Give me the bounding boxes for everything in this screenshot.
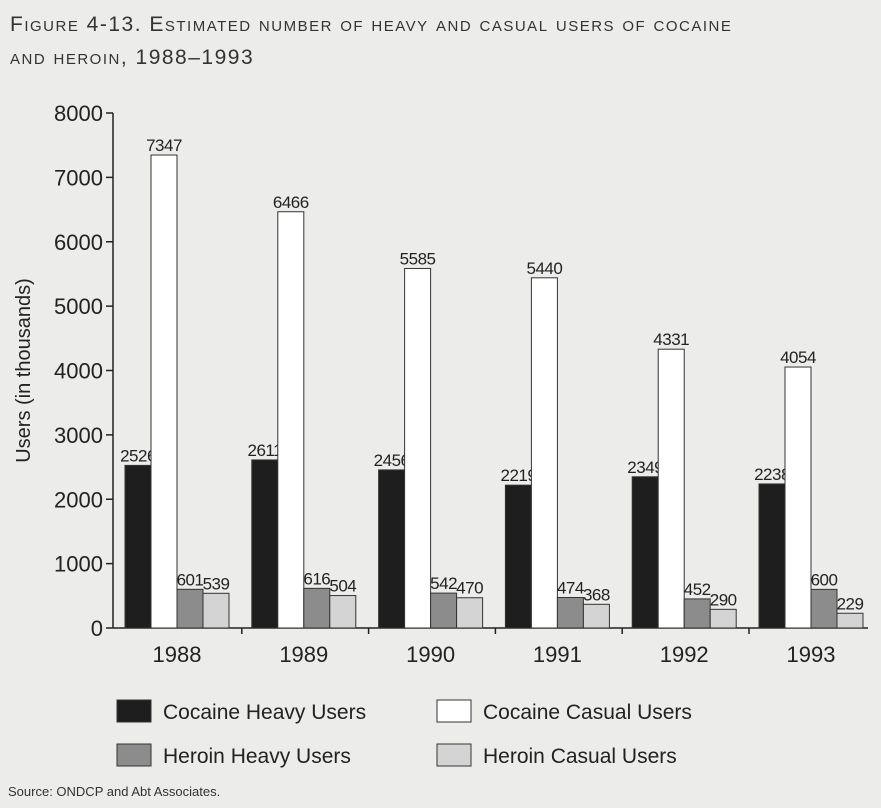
y-tick-label: 8000 [54, 101, 103, 126]
bar-cocaine-casual-users [657, 348, 685, 629]
bar-cocaine-casual-users [530, 277, 558, 629]
data-label: 2349 [627, 458, 663, 477]
y-axis-label: Users (in thousands) [13, 278, 35, 463]
bar-cocaine-heavy-users [504, 484, 532, 629]
bar-cocaine-heavy-users [758, 483, 786, 629]
data-label: 504 [329, 577, 356, 596]
legend-swatch [116, 699, 152, 723]
data-label: 539 [203, 574, 230, 593]
x-tick-label: 1990 [406, 642, 455, 667]
bar-heroin-heavy-users [556, 596, 584, 629]
data-label: 2611 [248, 441, 283, 460]
bar-cocaine-heavy-users [631, 476, 659, 629]
bar-cocaine-casual-users [404, 267, 432, 629]
x-tick-label: 1993 [787, 642, 836, 667]
data-label: 5440 [526, 259, 562, 278]
data-label: 4331 [653, 330, 689, 349]
y-tick-label: 7000 [54, 165, 103, 190]
bar-heroin-casual-users [709, 608, 737, 629]
y-tick-label: 4000 [54, 359, 103, 384]
figure-title: Figure 4-13. Estimated number of heavy a… [10, 8, 870, 74]
legend-label: Heroin Casual Users [483, 745, 677, 768]
bar-heroin-heavy-users [810, 588, 838, 629]
legend-label: Cocaine Casual Users [483, 701, 692, 724]
legend-swatch [436, 699, 472, 723]
data-label: 229 [837, 594, 864, 613]
y-tick-label: 1000 [54, 552, 103, 577]
y-tick-label: 5000 [54, 294, 103, 319]
bar-cocaine-heavy-users [251, 459, 279, 629]
y-tick-label: 6000 [54, 230, 103, 255]
bar-cocaine-heavy-users [124, 464, 152, 629]
bar-heroin-casual-users [202, 592, 230, 629]
data-label: 290 [710, 590, 737, 609]
legend-swatch [116, 743, 152, 767]
bar-heroin-heavy-users [683, 598, 711, 629]
bar-heroin-casual-users [329, 595, 357, 629]
x-tick-label: 1989 [279, 642, 328, 667]
y-tick-label: 3000 [54, 423, 103, 448]
legend-label: Heroin Heavy Users [163, 745, 351, 768]
legend-label: Cocaine Heavy Users [163, 701, 366, 724]
data-label: 2238 [754, 465, 790, 484]
data-label: 474 [557, 578, 584, 597]
bar-heroin-casual-users [836, 612, 864, 629]
data-label: 2219 [500, 466, 536, 485]
data-label: 5585 [400, 249, 436, 268]
figure-title-line2: and heroin, 1988–1993 [10, 46, 255, 69]
bar-heroin-casual-users [456, 597, 484, 629]
data-label: 452 [684, 580, 711, 599]
data-label: 470 [456, 579, 483, 598]
bar-cocaine-heavy-users [378, 469, 406, 629]
bar-cocaine-casual-users [150, 154, 178, 629]
bar-heroin-heavy-users [430, 592, 458, 629]
x-tick-label: 1992 [660, 642, 709, 667]
y-tick-label: 0 [91, 616, 103, 641]
bar-cocaine-casual-users [784, 366, 812, 629]
bar-cocaine-casual-users [277, 211, 305, 629]
data-label: 368 [583, 585, 610, 604]
data-label: 2526 [120, 446, 156, 465]
data-label: 2456 [374, 451, 410, 470]
data-label: 601 [177, 570, 204, 589]
x-tick-label: 1991 [533, 642, 582, 667]
data-label: 600 [811, 570, 838, 589]
data-label: 4054 [780, 348, 816, 367]
source-note: Source: ONDCP and Abt Associates. [8, 784, 221, 799]
data-label: 6466 [273, 193, 309, 212]
bar-heroin-heavy-users [303, 587, 331, 629]
data-label: 7347 [146, 136, 182, 155]
x-tick-label: 1988 [153, 642, 202, 667]
bar-heroin-casual-users [582, 603, 610, 629]
data-label: 542 [430, 574, 457, 593]
legend-swatch [436, 743, 472, 767]
figure-title-line1: Figure 4-13. Estimated number of heavy a… [10, 13, 733, 36]
bar-heroin-heavy-users [176, 588, 204, 629]
y-tick-label: 2000 [54, 487, 103, 512]
data-label: 616 [303, 569, 330, 588]
